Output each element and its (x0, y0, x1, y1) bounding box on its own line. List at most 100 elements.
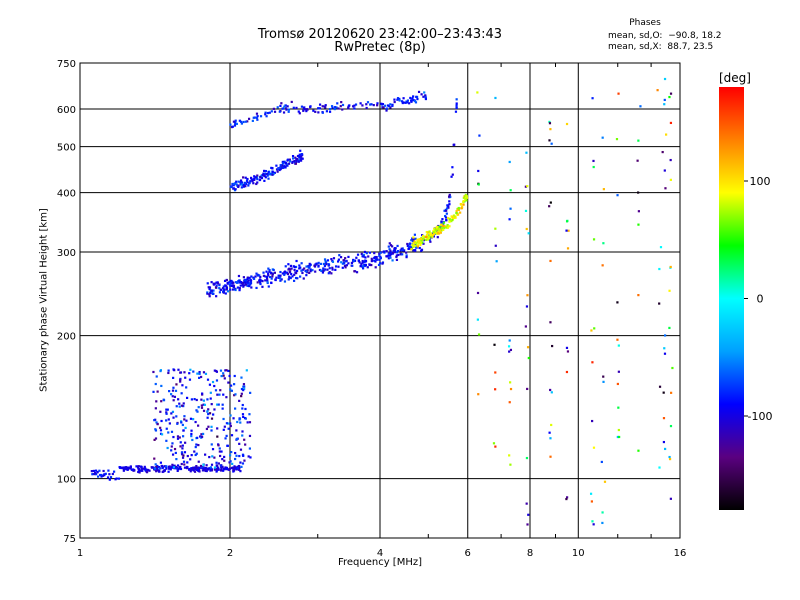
echo-point (602, 375, 605, 378)
echo-point (90, 470, 93, 473)
echo-point (210, 425, 213, 428)
echo-point (198, 372, 201, 375)
echo-point (166, 446, 169, 450)
echo-point (170, 393, 173, 396)
echo-point (659, 246, 663, 249)
echo-point (162, 466, 165, 469)
echo-point (241, 183, 245, 187)
echo-point (591, 419, 594, 423)
echo-point (314, 110, 317, 113)
echo-point (220, 467, 223, 470)
echo-point (300, 262, 303, 265)
echo-point (267, 285, 270, 288)
echo-point (231, 125, 234, 128)
echo-point (243, 182, 246, 185)
echo-point (181, 444, 184, 447)
echo-point (172, 376, 175, 379)
echo-point (240, 181, 244, 184)
echo-point (181, 423, 184, 427)
echo-point (265, 115, 268, 118)
echo-point (287, 263, 290, 266)
echo-point (251, 180, 254, 183)
echo-point (525, 227, 528, 231)
echo-point (263, 172, 267, 175)
echo-point (388, 242, 391, 245)
echo-point (191, 438, 194, 442)
echo-point (261, 280, 264, 283)
echo-point (181, 435, 185, 438)
echo-point (232, 417, 235, 420)
echo-point (286, 158, 290, 161)
echo-point (414, 241, 417, 244)
echo-point (293, 268, 296, 272)
echo-point (235, 437, 239, 441)
echo-point (508, 339, 511, 342)
echo-point (417, 240, 420, 243)
echo-point (426, 238, 430, 241)
y-tick-label: 400 (57, 189, 76, 200)
echo-point (291, 160, 294, 163)
echo-point (137, 465, 140, 468)
echo-point (565, 346, 569, 349)
echo-point (637, 191, 640, 194)
echo-point (299, 275, 302, 278)
echo-point (223, 459, 226, 462)
echo-point (228, 467, 232, 470)
echo-point (241, 434, 244, 437)
echo-point (260, 174, 263, 177)
echo-point (477, 333, 481, 336)
echo-point (210, 417, 214, 420)
echo-point (362, 253, 365, 256)
echo-point (409, 96, 412, 100)
echo-point (183, 415, 186, 418)
echo-point (440, 223, 443, 226)
echo-point (388, 251, 391, 254)
echo-point (393, 251, 396, 254)
echo-point (194, 420, 197, 424)
echo-point (179, 445, 182, 448)
echo-point (313, 264, 316, 267)
echo-point (525, 305, 529, 308)
echo-point (287, 278, 290, 281)
echo-point (428, 236, 431, 240)
echo-point (592, 446, 596, 449)
echo-point (226, 282, 229, 285)
echo-point (311, 269, 314, 272)
echo-point (637, 449, 640, 452)
echo-point (429, 240, 432, 243)
echo-point (236, 184, 239, 187)
echo-point (190, 429, 193, 432)
echo-point (295, 160, 298, 163)
echo-point (204, 466, 207, 470)
echo-point (216, 466, 219, 469)
echo-point (195, 409, 198, 412)
echo-point (208, 286, 212, 289)
echo-point (240, 395, 243, 398)
echo-point (328, 271, 331, 274)
echo-point (275, 164, 278, 167)
echo-point (448, 218, 451, 221)
echo-point (308, 271, 311, 275)
echo-point (200, 433, 203, 436)
echo-point (217, 468, 220, 471)
echo-point (157, 465, 161, 469)
echo-point (372, 103, 375, 107)
echo-point (208, 287, 211, 291)
axis-ticks: 1 2 4 6 8 10 16 75 100 200 300 400 500 600 750 (57, 59, 686, 559)
echo-point (412, 242, 415, 245)
echo-point (194, 453, 197, 457)
echo-point (448, 200, 451, 203)
echo-point (301, 157, 304, 160)
echo-point (241, 281, 245, 284)
echo-point (155, 400, 158, 403)
echo-point (448, 225, 451, 228)
echo-point (284, 107, 287, 110)
echo-point (138, 471, 141, 474)
echo-point (255, 112, 259, 115)
echo-point (460, 203, 463, 206)
echo-point (591, 520, 594, 523)
echo-point (462, 196, 465, 199)
echo-point (159, 461, 163, 464)
echo-point (98, 469, 101, 472)
echo-point (445, 218, 448, 222)
